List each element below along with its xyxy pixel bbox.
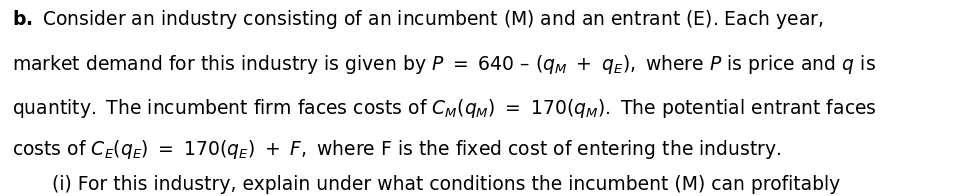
Text: $\mathrm{market\ demand\ for\ this\ industry\ is\ given\ by\ }\mathit{P}\mathrm{: $\mathrm{market\ demand\ for\ this\ indu… [12, 53, 875, 76]
Text: $\mathrm{quantity.\ The\ incumbent\ firm\ faces\ costs\ of\ }\mathit{C}_{\mathit: $\mathrm{quantity.\ The\ incumbent\ firm… [12, 97, 876, 120]
Text: (i) For this industry, explain under what conditions the incumbent (M) can profi: (i) For this industry, explain under wha… [52, 175, 840, 194]
Text: $\mathrm{costs\ of\ }\mathit{C}_{\mathit{E}}\mathrm{(}\mathit{q}_{\mathit{E}}\ma: $\mathrm{costs\ of\ }\mathit{C}_{\mathit… [12, 138, 781, 161]
Text: $\mathbf{b.}$ Consider an industry consisting of an incumbent (M) and an entrant: $\mathbf{b.}$ Consider an industry consi… [12, 8, 823, 32]
